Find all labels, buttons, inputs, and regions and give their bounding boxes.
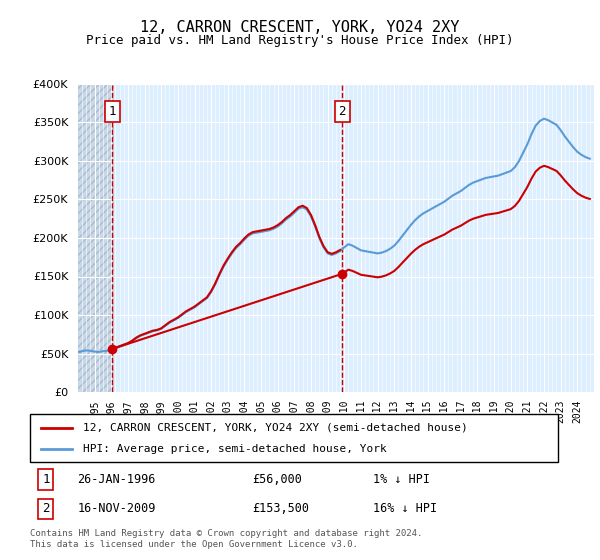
Text: 26-JAN-1996: 26-JAN-1996 [77,473,156,486]
Text: 12, CARRON CRESCENT, YORK, YO24 2XY (semi-detached house): 12, CARRON CRESCENT, YORK, YO24 2XY (sem… [83,423,467,433]
FancyBboxPatch shape [30,414,558,462]
Text: 16% ↓ HPI: 16% ↓ HPI [373,502,437,515]
Text: Price paid vs. HM Land Registry's House Price Index (HPI): Price paid vs. HM Land Registry's House … [86,34,514,46]
Text: 1% ↓ HPI: 1% ↓ HPI [373,473,430,486]
Text: 2: 2 [338,105,346,118]
Text: HPI: Average price, semi-detached house, York: HPI: Average price, semi-detached house,… [83,444,386,454]
Text: 2: 2 [42,502,50,515]
Text: 1: 1 [42,473,50,486]
Text: 16-NOV-2009: 16-NOV-2009 [77,502,156,515]
Text: £153,500: £153,500 [252,502,309,515]
Text: £56,000: £56,000 [252,473,302,486]
Text: 12, CARRON CRESCENT, YORK, YO24 2XY: 12, CARRON CRESCENT, YORK, YO24 2XY [140,20,460,35]
Text: Contains HM Land Registry data © Crown copyright and database right 2024.
This d: Contains HM Land Registry data © Crown c… [30,529,422,549]
Text: 1: 1 [109,105,116,118]
Bar [78,84,114,392]
